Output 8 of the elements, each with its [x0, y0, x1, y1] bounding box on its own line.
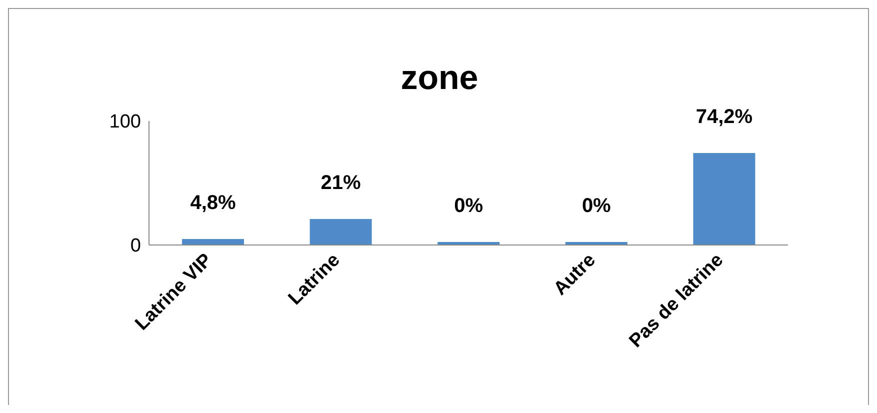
data-label: 21% — [320, 172, 362, 194]
data-label: 0% — [582, 195, 612, 217]
y-tick-label: 100 — [109, 112, 141, 133]
chart-title: zone — [400, 59, 480, 98]
data-label: 0% — [454, 195, 484, 217]
data-label: 74,2% — [696, 106, 753, 128]
data-label: 4,8% — [190, 192, 236, 214]
y-tick-label: 0 — [130, 236, 141, 257]
